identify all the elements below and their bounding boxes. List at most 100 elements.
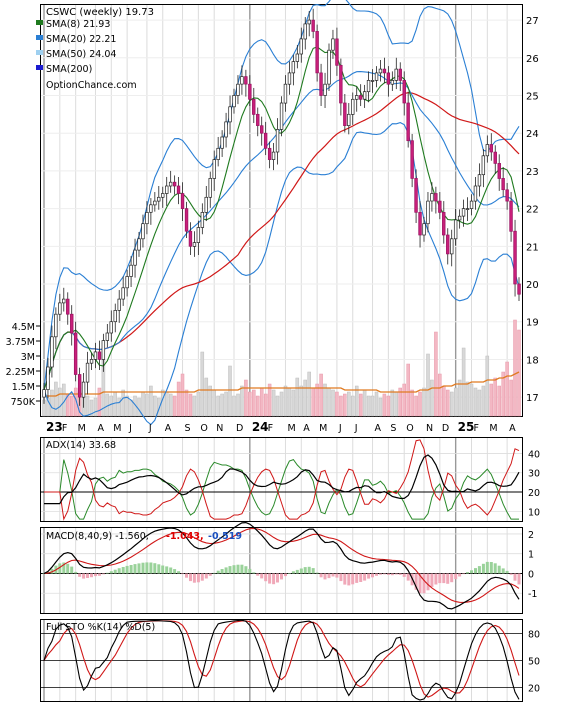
price-tick-label: 18: [526, 355, 539, 366]
x-tick-label: A: [165, 423, 172, 434]
candle-down: [517, 283, 521, 295]
macd-histogram-bar: [347, 573, 351, 586]
macd-histogram-bar: [260, 573, 264, 579]
candle-up: [153, 200, 157, 206]
macd-histogram-bar: [430, 573, 434, 587]
stochastic-k-line: [43, 619, 520, 701]
volume-bar: [109, 395, 114, 417]
candle-down: [438, 200, 442, 213]
candle-down: [319, 72, 323, 96]
volume-bar: [370, 395, 375, 417]
macd-histogram-bar: [125, 565, 129, 574]
macd-signal-label: -1.043,: [166, 531, 204, 542]
volume-bar: [343, 393, 347, 417]
candle-down: [501, 178, 505, 191]
macd-tick-label: 0: [528, 569, 534, 580]
x-tick-label: M: [78, 423, 86, 434]
candle-up: [307, 19, 311, 25]
adx-line: [44, 454, 520, 505]
x-tick-label: F: [268, 423, 273, 434]
volume-bar: [141, 391, 145, 417]
macd-histogram-bar: [470, 570, 474, 574]
x-tick-label: 23: [46, 420, 63, 434]
macd-histogram-bar: [287, 573, 291, 574]
volume-bar: [137, 397, 141, 417]
macd-histogram-bar: [248, 568, 252, 574]
stochastic-tick-label: 20: [528, 684, 540, 695]
macd-histogram-bar: [477, 566, 481, 574]
volume-bar: [493, 377, 497, 417]
candle-up: [485, 144, 490, 157]
volume-bar: [232, 395, 236, 417]
volume-bar: [350, 395, 355, 417]
candle-down: [339, 64, 343, 104]
candle-up: [362, 91, 367, 100]
x-tick-label: O: [200, 423, 207, 434]
macd-histogram-bar: [327, 573, 331, 579]
candle-down: [267, 147, 272, 160]
x-tick-label: 24: [252, 420, 269, 434]
candle-down: [244, 76, 248, 85]
x-tick-label: N: [216, 423, 223, 434]
volume-bar: [220, 393, 224, 417]
volume-bar: [378, 397, 383, 417]
volume-tick-label: 4.5M: [12, 322, 35, 333]
volume-bar: [307, 371, 311, 417]
candle-up: [81, 381, 86, 398]
x-tick-label: S: [390, 423, 396, 434]
macd-histogram-bar: [74, 571, 78, 574]
volume-bar: [461, 347, 466, 417]
macd-histogram-bar: [481, 563, 485, 574]
candle-down: [188, 230, 193, 247]
candle-up: [113, 310, 117, 323]
candle-up: [457, 215, 462, 221]
macd-histogram-bar: [434, 573, 438, 585]
volume-tick-label: 2.25M: [6, 367, 35, 378]
candle-up: [327, 49, 331, 85]
candle-up: [347, 113, 351, 126]
candle-up: [133, 249, 137, 266]
price-tick-label: 24: [526, 129, 539, 140]
volume-bar: [323, 383, 327, 417]
x-tick-label: D: [236, 423, 243, 434]
macd-histogram-bar: [97, 573, 101, 576]
candle-down: [176, 185, 181, 194]
macd-histogram-bar: [351, 573, 355, 585]
macd-histogram-bar: [359, 573, 363, 582]
candle-down: [398, 68, 402, 81]
x-tick-label: A: [303, 423, 310, 434]
macd-panel-frame: [40, 527, 523, 614]
x-tick-label: J: [148, 423, 152, 434]
candle-up: [291, 61, 296, 74]
candle-up: [220, 136, 224, 149]
candle-up: [101, 340, 106, 360]
adx-minus-di-line: [44, 439, 520, 521]
macd-histogram-bar: [157, 564, 161, 574]
volume-bar: [422, 387, 426, 417]
macd-histogram-bar: [517, 573, 521, 585]
candle-down: [402, 80, 406, 104]
candle-down: [505, 189, 509, 202]
candle-up: [192, 242, 197, 247]
candle-up: [426, 200, 430, 225]
volume-bar: [473, 387, 478, 417]
candle-down: [406, 102, 410, 142]
candle-down: [497, 163, 501, 179]
macd-label: MACD(8,40,9) -1.560,: [46, 531, 149, 542]
candle-down: [315, 31, 319, 74]
candle-up: [161, 193, 165, 198]
macd-histogram-bar: [228, 566, 232, 574]
macd-histogram-bar: [386, 573, 390, 575]
candle-down: [248, 83, 252, 100]
volume-bar: [176, 381, 181, 417]
macd-histogram-bar: [390, 573, 394, 576]
volume-bar: [291, 389, 296, 417]
macd-histogram-bar: [335, 573, 339, 578]
volume-bar: [200, 351, 205, 417]
volume-bar: [501, 371, 505, 417]
macd-histogram-bar: [113, 569, 117, 574]
volume-bar: [168, 393, 173, 417]
volume-bar: [303, 379, 307, 417]
volume-bar: [398, 387, 402, 417]
macd-histogram-bar: [319, 573, 323, 578]
